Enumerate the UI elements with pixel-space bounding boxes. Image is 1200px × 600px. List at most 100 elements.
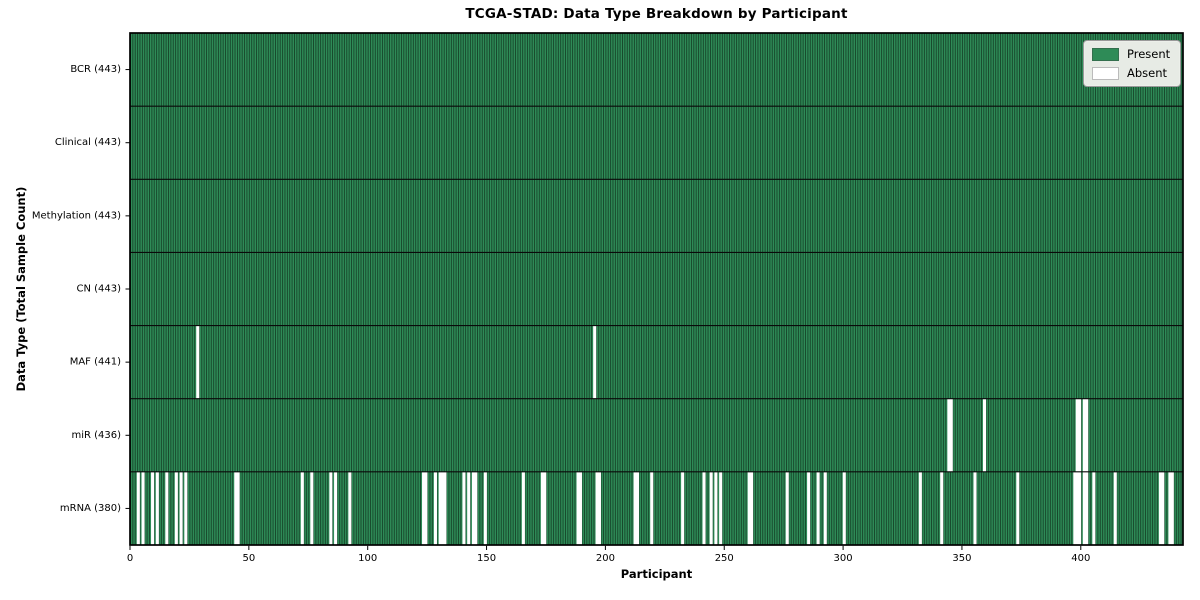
absent-bar-mRNA: [334, 471, 338, 545]
absent-bar-mRNA: [635, 471, 640, 545]
absent-bar-mRNA: [155, 471, 159, 545]
x-tick-label: 350: [952, 553, 971, 564]
absent-bar-mRNA: [236, 471, 240, 545]
legend: Present Absent: [1083, 40, 1182, 87]
absent-bar-mRNA: [424, 471, 428, 545]
x-tick-label: 400: [1071, 553, 1090, 564]
absent-bar-mRNA: [785, 471, 789, 545]
absent-bar-mRNA: [540, 471, 544, 545]
present-swatch-icon: [1092, 47, 1119, 61]
x-tick-label: 250: [715, 553, 734, 564]
absent-bar-mRNA: [714, 471, 718, 545]
absent-bar-mRNA: [702, 471, 706, 545]
absent-bar-mRNA: [1085, 471, 1089, 545]
y-tick-label: CN (443): [76, 284, 121, 295]
absent-bar-miR: [1085, 398, 1089, 472]
absent-bar-mRNA: [709, 471, 713, 545]
legend-label-absent: Absent: [1127, 66, 1168, 80]
absent-bar-mRNA: [433, 471, 437, 545]
absent-bar-mRNA: [151, 471, 155, 545]
absent-bar-mRNA: [719, 471, 723, 545]
y-axis-label: Data Type (Total Sample Count): [14, 186, 28, 392]
absent-bar-miR: [1082, 398, 1086, 472]
absent-bar-mRNA: [1158, 471, 1162, 545]
absent-bar-mRNA: [816, 471, 820, 545]
absent-bar-miR: [982, 398, 987, 472]
absent-bar-mRNA: [329, 471, 333, 545]
absent-bar-mRNA: [1092, 471, 1096, 545]
absent-bar-mRNA: [576, 471, 580, 545]
absent-bar-mRNA: [174, 471, 178, 545]
absent-bar-mRNA: [179, 471, 183, 545]
absent-bar-mRNA: [300, 471, 304, 545]
absent-bar-mRNA: [1016, 471, 1020, 545]
absent-bar-mRNA: [633, 471, 637, 545]
absent-bar-mRNA: [438, 471, 442, 545]
absent-bar-mRNA: [234, 471, 238, 545]
absent-bar-MAF: [593, 325, 597, 399]
legend-label-present: Present: [1127, 47, 1171, 61]
y-tick-label: mRNA (380): [60, 503, 121, 514]
absent-bar-mRNA: [750, 471, 754, 545]
absent-bar-mRNA: [1078, 471, 1082, 545]
y-tick-label: miR (436): [71, 430, 121, 441]
absent-bar-mRNA: [807, 471, 811, 545]
x-tick-label: 300: [834, 553, 853, 564]
absent-bar-mRNA: [483, 471, 487, 545]
y-tick-label: Clinical (443): [55, 137, 121, 148]
absent-swatch-icon: [1092, 66, 1119, 80]
x-tick-label: 100: [358, 553, 377, 564]
absent-bar-mRNA: [136, 471, 140, 545]
absent-bar-miR: [947, 398, 951, 472]
y-tick-label: Methylation (443): [32, 210, 121, 221]
chart-title: TCGA-STAD: Data Type Breakdown by Partic…: [465, 6, 848, 22]
absent-bar-mRNA: [918, 471, 922, 545]
absent-bar-MAF: [196, 325, 200, 399]
absent-bar-mRNA: [973, 471, 977, 545]
absent-bar-mRNA: [595, 471, 599, 545]
absent-bar-mRNA: [184, 471, 188, 545]
x-tick-label: 150: [477, 553, 496, 564]
absent-bar-mRNA: [471, 471, 476, 545]
absent-bar-mRNA: [747, 471, 751, 545]
x-tick-label: 0: [127, 553, 133, 564]
absent-bar-mRNA: [141, 471, 145, 545]
absent-bar-mRNA: [578, 471, 582, 545]
absent-bar-mRNA: [474, 471, 478, 545]
absent-bar-mRNA: [1161, 471, 1165, 545]
absent-bar-mRNA: [348, 471, 352, 545]
plot-border: [129, 32, 1184, 546]
x-tick-label: 50: [242, 553, 255, 564]
x-tick-label: 200: [596, 553, 615, 564]
absent-bar-mRNA: [467, 471, 471, 545]
absent-bar-miR: [949, 398, 953, 472]
absent-bar-mRNA: [462, 471, 466, 545]
absent-bar-mRNA: [940, 471, 944, 545]
absent-bar-mRNA: [650, 471, 654, 545]
legend-item-absent: Absent: [1092, 66, 1170, 80]
absent-bar-mRNA: [1168, 471, 1172, 545]
absent-bar-mRNA: [441, 471, 445, 545]
absent-bar-mRNA: [422, 471, 426, 545]
absent-bar-mRNA: [1075, 471, 1079, 545]
absent-bar-miR: [1078, 398, 1082, 472]
absent-bar-miR: [1075, 398, 1079, 472]
present-bars-field: [130, 33, 1183, 545]
absent-bar-mRNA: [1073, 471, 1077, 545]
y-tick-label: BCR (443): [70, 64, 121, 75]
absent-bar-mRNA: [1082, 471, 1086, 545]
absent-bar-mRNA: [165, 471, 169, 545]
absent-bar-mRNA: [681, 471, 685, 545]
absent-bar-mRNA: [1170, 471, 1174, 545]
absent-bar-mRNA: [842, 471, 846, 545]
absent-bar-mRNA: [1113, 471, 1117, 545]
absent-bar-mRNA: [597, 471, 601, 545]
legend-item-present: Present: [1092, 47, 1170, 61]
absent-bar-mRNA: [443, 471, 447, 545]
absent-bar-mRNA: [310, 471, 314, 545]
x-axis-label: Participant: [620, 567, 693, 581]
absent-bar-mRNA: [543, 471, 547, 545]
absent-bar-mRNA: [823, 471, 827, 545]
